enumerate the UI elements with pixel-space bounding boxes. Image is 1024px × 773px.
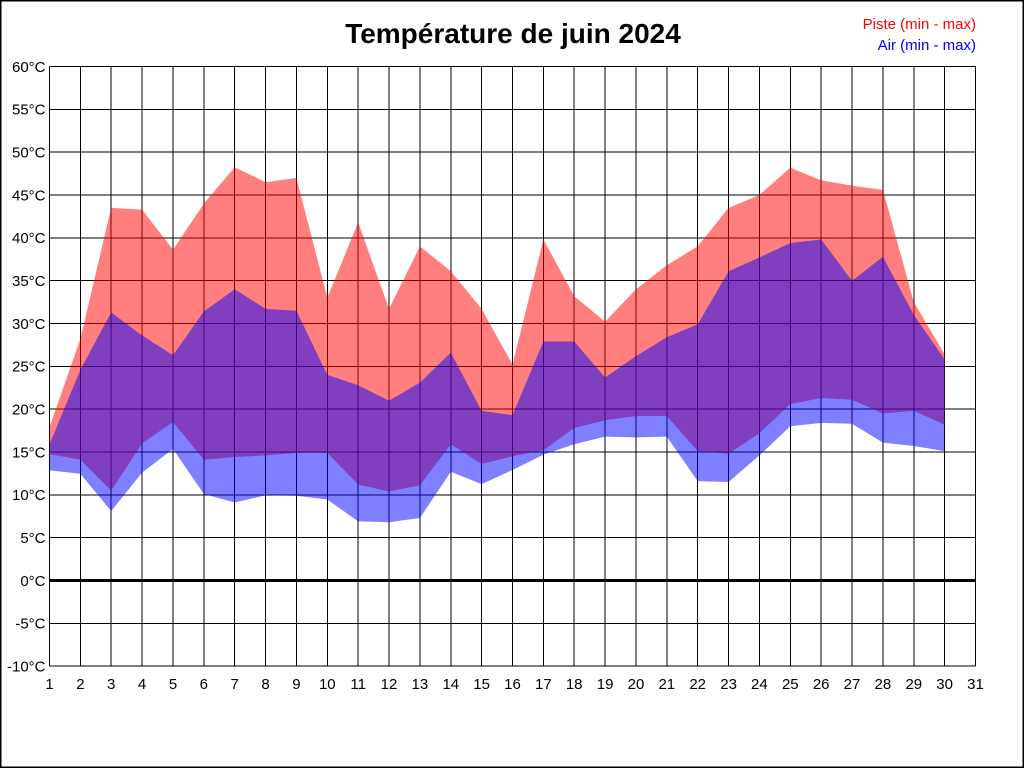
svg-text:28: 28 (875, 676, 892, 693)
svg-text:10: 10 (319, 676, 336, 693)
svg-text:27: 27 (844, 676, 861, 693)
svg-text:30: 30 (936, 676, 953, 693)
svg-text:5°C: 5°C (20, 530, 45, 547)
svg-text:18: 18 (566, 676, 583, 693)
svg-text:30°C: 30°C (12, 316, 46, 333)
svg-text:29: 29 (905, 676, 922, 693)
svg-text:15°C: 15°C (12, 444, 46, 461)
svg-text:-5°C: -5°C (15, 616, 45, 633)
svg-text:24: 24 (751, 676, 768, 693)
svg-text:15: 15 (473, 676, 490, 693)
svg-text:1: 1 (45, 676, 53, 693)
svg-text:55°C: 55°C (12, 102, 46, 119)
svg-text:-10°C: -10°C (7, 659, 46, 676)
svg-text:7: 7 (231, 676, 239, 693)
svg-text:26: 26 (813, 676, 830, 693)
svg-text:40°C: 40°C (12, 230, 46, 247)
svg-text:13: 13 (412, 676, 429, 693)
svg-text:45°C: 45°C (12, 187, 46, 204)
svg-text:19: 19 (597, 676, 614, 693)
svg-text:10°C: 10°C (12, 487, 46, 504)
svg-text:Air (min - max): Air (min - max) (878, 37, 976, 54)
svg-text:14: 14 (442, 676, 459, 693)
svg-text:0°C: 0°C (20, 573, 45, 590)
svg-text:31: 31 (967, 676, 984, 693)
svg-text:25°C: 25°C (12, 359, 46, 376)
svg-text:17: 17 (535, 676, 552, 693)
svg-text:20°C: 20°C (12, 402, 46, 419)
svg-text:23: 23 (720, 676, 737, 693)
svg-text:11: 11 (350, 676, 366, 693)
svg-text:2: 2 (76, 676, 84, 693)
svg-text:3: 3 (107, 676, 115, 693)
svg-text:20: 20 (628, 676, 645, 693)
svg-text:60°C: 60°C (12, 59, 46, 76)
svg-text:4: 4 (138, 676, 146, 693)
svg-text:Température de juin 2024: Température de juin 2024 (345, 18, 681, 49)
svg-text:35°C: 35°C (12, 273, 46, 290)
svg-text:8: 8 (261, 676, 269, 693)
svg-text:12: 12 (381, 676, 398, 693)
svg-text:5: 5 (169, 676, 177, 693)
svg-text:9: 9 (292, 676, 300, 693)
svg-text:22: 22 (689, 676, 706, 693)
svg-text:50°C: 50°C (12, 145, 46, 162)
svg-text:25: 25 (782, 676, 799, 693)
svg-text:21: 21 (658, 676, 675, 693)
svg-text:6: 6 (200, 676, 208, 693)
svg-text:Piste (min - max): Piste (min - max) (863, 16, 976, 33)
svg-text:16: 16 (504, 676, 521, 693)
